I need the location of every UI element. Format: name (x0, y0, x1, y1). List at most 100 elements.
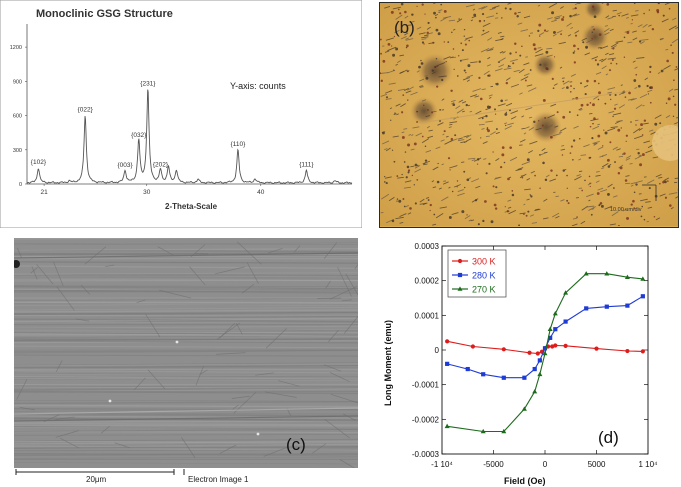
optical-micrograph-image: (b) 10.00 um/div (380, 3, 678, 226)
mag-data-point (640, 276, 646, 281)
mag-data-point (480, 428, 486, 434)
mag-series-line (447, 273, 643, 433)
mag-data-point (501, 375, 506, 380)
xrd-peak-label: {231} (140, 80, 156, 87)
mag-data-point (594, 346, 599, 351)
mag-data-point (563, 290, 569, 295)
mag-xlabel: Field (Oe) (504, 476, 546, 486)
xrd-trace-line (26, 89, 353, 185)
mag-data-point (552, 311, 558, 316)
mag-x-tick: -5000 (483, 460, 504, 469)
scale-marker (642, 184, 657, 201)
xrd-peak-label: {202} (153, 161, 169, 168)
xrd-y-tick: 1200 (10, 45, 22, 51)
mag-data-point (625, 303, 630, 308)
mag-data-point (640, 294, 645, 299)
optical-micrograph-panel: (b) 10.00 um/div (379, 2, 679, 228)
mag-series-line (447, 295, 644, 379)
mag-data-point (537, 371, 543, 377)
mag-y-tick: 0 (435, 346, 440, 355)
mag-data-point (445, 339, 450, 344)
mag-data-point (522, 375, 527, 380)
mag-data-point (527, 350, 532, 355)
magnetization-chart: -0.0003 -0.0002 -0.0001 0 0.0001 0.0002 0.0003… (383, 242, 658, 486)
xrd-y-tick: 0 (19, 182, 22, 188)
sem-scale-label: 20μm (86, 475, 107, 484)
mag-data-point (548, 335, 553, 340)
mag-data-point (535, 351, 540, 356)
mag-data-point (563, 319, 568, 324)
mag-data-point (521, 406, 527, 411)
mag-data-point (584, 306, 589, 311)
magnetization-panel: -0.0003 -0.0002 -0.0001 0 0.0001 0.0002 0.0003… (378, 240, 678, 487)
xrd-peak-label: {022} (78, 107, 94, 114)
xrd-x-tick: 21 (40, 189, 48, 196)
panel-d-label: (d) (598, 428, 619, 447)
mag-data-point (553, 343, 558, 348)
xrd-y-tick: 300 (13, 148, 22, 154)
mag-data-point (445, 361, 450, 366)
mag-data-point (640, 349, 645, 354)
mag-legend-label: 300 K (472, 257, 496, 267)
xrd-peak-label: {110} (231, 141, 247, 148)
panel-c-label: (c) (286, 435, 306, 454)
mag-x-tick: 1 10⁴ (638, 460, 658, 469)
mag-data-point (470, 344, 475, 349)
mag-legend-label: 280 K (472, 271, 496, 281)
mag-series-1 (445, 294, 645, 380)
sem-caption: Electron Image 1 (188, 475, 249, 484)
xrd-annotation: Y-axis: counts (230, 81, 286, 91)
mag-data-point (532, 366, 537, 372)
mag-data-point (547, 326, 553, 331)
mag-data-point (553, 327, 558, 332)
mag-series-2 (444, 271, 646, 434)
mag-data-point (501, 428, 507, 434)
mag-data-point (537, 358, 542, 363)
xrd-peak-label: {102} (31, 159, 47, 166)
mag-legend-label: 270 K (472, 285, 496, 295)
xrd-peak-label: {032} (131, 132, 147, 139)
mag-data-point (532, 389, 538, 394)
mag-x-tick: 0 (543, 460, 548, 469)
xrd-x-tick: 30 (143, 189, 151, 196)
mag-y-tick: 0.0003 (415, 242, 440, 251)
xrd-title: Monoclinic GSG Structure (36, 8, 173, 20)
xrd-y-tick: 900 (13, 79, 22, 85)
sem-image-panel: (c) (14, 238, 358, 468)
xrd-y-tick: 600 (13, 114, 22, 120)
mag-data-point (604, 304, 609, 309)
mag-data-point (501, 347, 506, 352)
mag-y-tick: -0.0003 (412, 450, 440, 459)
mag-data-point (465, 366, 470, 372)
sem-image: (c) (14, 238, 358, 468)
mag-y-tick: 0.0001 (415, 311, 440, 320)
xrd-frame (0, 0, 362, 228)
mag-y-tick: 0.0002 (415, 277, 440, 286)
xrd-peak-label: {003} (117, 162, 133, 169)
mag-data-point (542, 350, 548, 356)
mag-data-point (457, 258, 463, 264)
mag-data-point (583, 271, 589, 276)
xrd-chart: Monoclinic GSG Structure Y-axis: counts … (0, 0, 362, 228)
mag-x-tick: -1 10⁴ (431, 460, 453, 469)
xrd-panel: Monoclinic GSG Structure Y-axis: counts … (0, 0, 362, 228)
xrd-peak-label: {111} (299, 161, 314, 168)
mag-data-point (542, 346, 548, 351)
mag-data-point (604, 271, 610, 276)
xrd-xlabel: 2-Theta-Scale (165, 202, 218, 211)
xrd-x-tick: 40 (257, 189, 265, 196)
mag-data-point (625, 348, 630, 354)
sem-footer: 20μm Electron Image 1 (14, 469, 358, 487)
mag-data-point (624, 274, 630, 279)
mag-data-point (457, 286, 463, 291)
mag-data-point (444, 423, 450, 429)
mag-ylabel: Long Moment (emu) (383, 320, 393, 406)
mag-data-point (457, 272, 463, 278)
micro-scale-label: 10.00 um/div (610, 207, 642, 213)
mag-data-point (481, 372, 486, 377)
mag-y-tick: -0.0001 (412, 381, 440, 390)
mag-data-point (563, 343, 568, 348)
panel-b-label: (b) (394, 18, 415, 37)
mag-x-tick: 5000 (588, 460, 606, 469)
mag-y-tick: -0.0002 (412, 415, 440, 424)
